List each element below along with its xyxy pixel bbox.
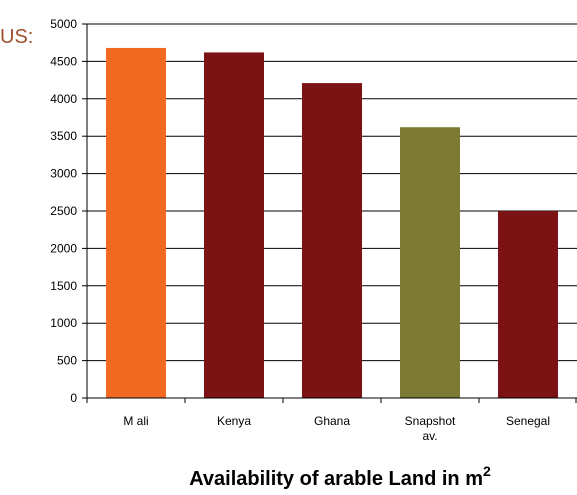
bar-mali [106, 47, 166, 398]
chart-title-superscript: 2 [483, 463, 491, 479]
y-tick-label-500: 500 [57, 354, 77, 368]
corner-label: US: [0, 26, 33, 48]
chart-title-main: Availability of arable Land in m [189, 468, 483, 490]
y-tick-label-2500: 2500 [50, 204, 77, 218]
y-tick-label-1500: 1500 [50, 279, 77, 293]
bar-kenya [204, 52, 264, 398]
x-label-snapshot-av: Snapshot av. [405, 414, 456, 443]
y-tick-label-1000: 1000 [50, 316, 77, 330]
bars [106, 47, 558, 398]
x-label-senegal: Senegal [506, 414, 550, 428]
bar-snapshot-av [400, 127, 460, 398]
y-tick-label-2000: 2000 [50, 241, 77, 255]
y-tick-label-0: 0 [70, 391, 77, 405]
x-label-line: Senegal [506, 414, 550, 428]
y-tick-label-3000: 3000 [50, 167, 77, 181]
axes [82, 23, 577, 403]
x-category-labels: M ali Kenya Ghana Snapshot av. Senegal [123, 414, 550, 443]
x-label-line: av. [422, 429, 437, 443]
bar-ghana [302, 83, 362, 398]
bar-senegal [498, 211, 558, 398]
x-label-kenya: Kenya [217, 414, 251, 428]
x-label-line: M ali [123, 414, 148, 428]
chart-title: Availability of arable Land in m2 [189, 463, 491, 490]
x-label-mali: M ali [123, 414, 148, 428]
x-label-ghana: Ghana [314, 414, 350, 428]
x-label-line: Snapshot [405, 414, 456, 428]
y-tick-label-5000: 5000 [50, 17, 77, 31]
y-tick-label-3500: 3500 [50, 129, 77, 143]
y-tick-labels: 0 500 1000 1500 2000 2500 3000 3500 4000 4500 5000 [50, 17, 77, 405]
x-label-line: Ghana [314, 414, 350, 428]
x-label-line: Kenya [217, 414, 251, 428]
y-tick-label-4500: 4500 [50, 54, 77, 68]
y-tick-label-4000: 4000 [50, 92, 77, 106]
